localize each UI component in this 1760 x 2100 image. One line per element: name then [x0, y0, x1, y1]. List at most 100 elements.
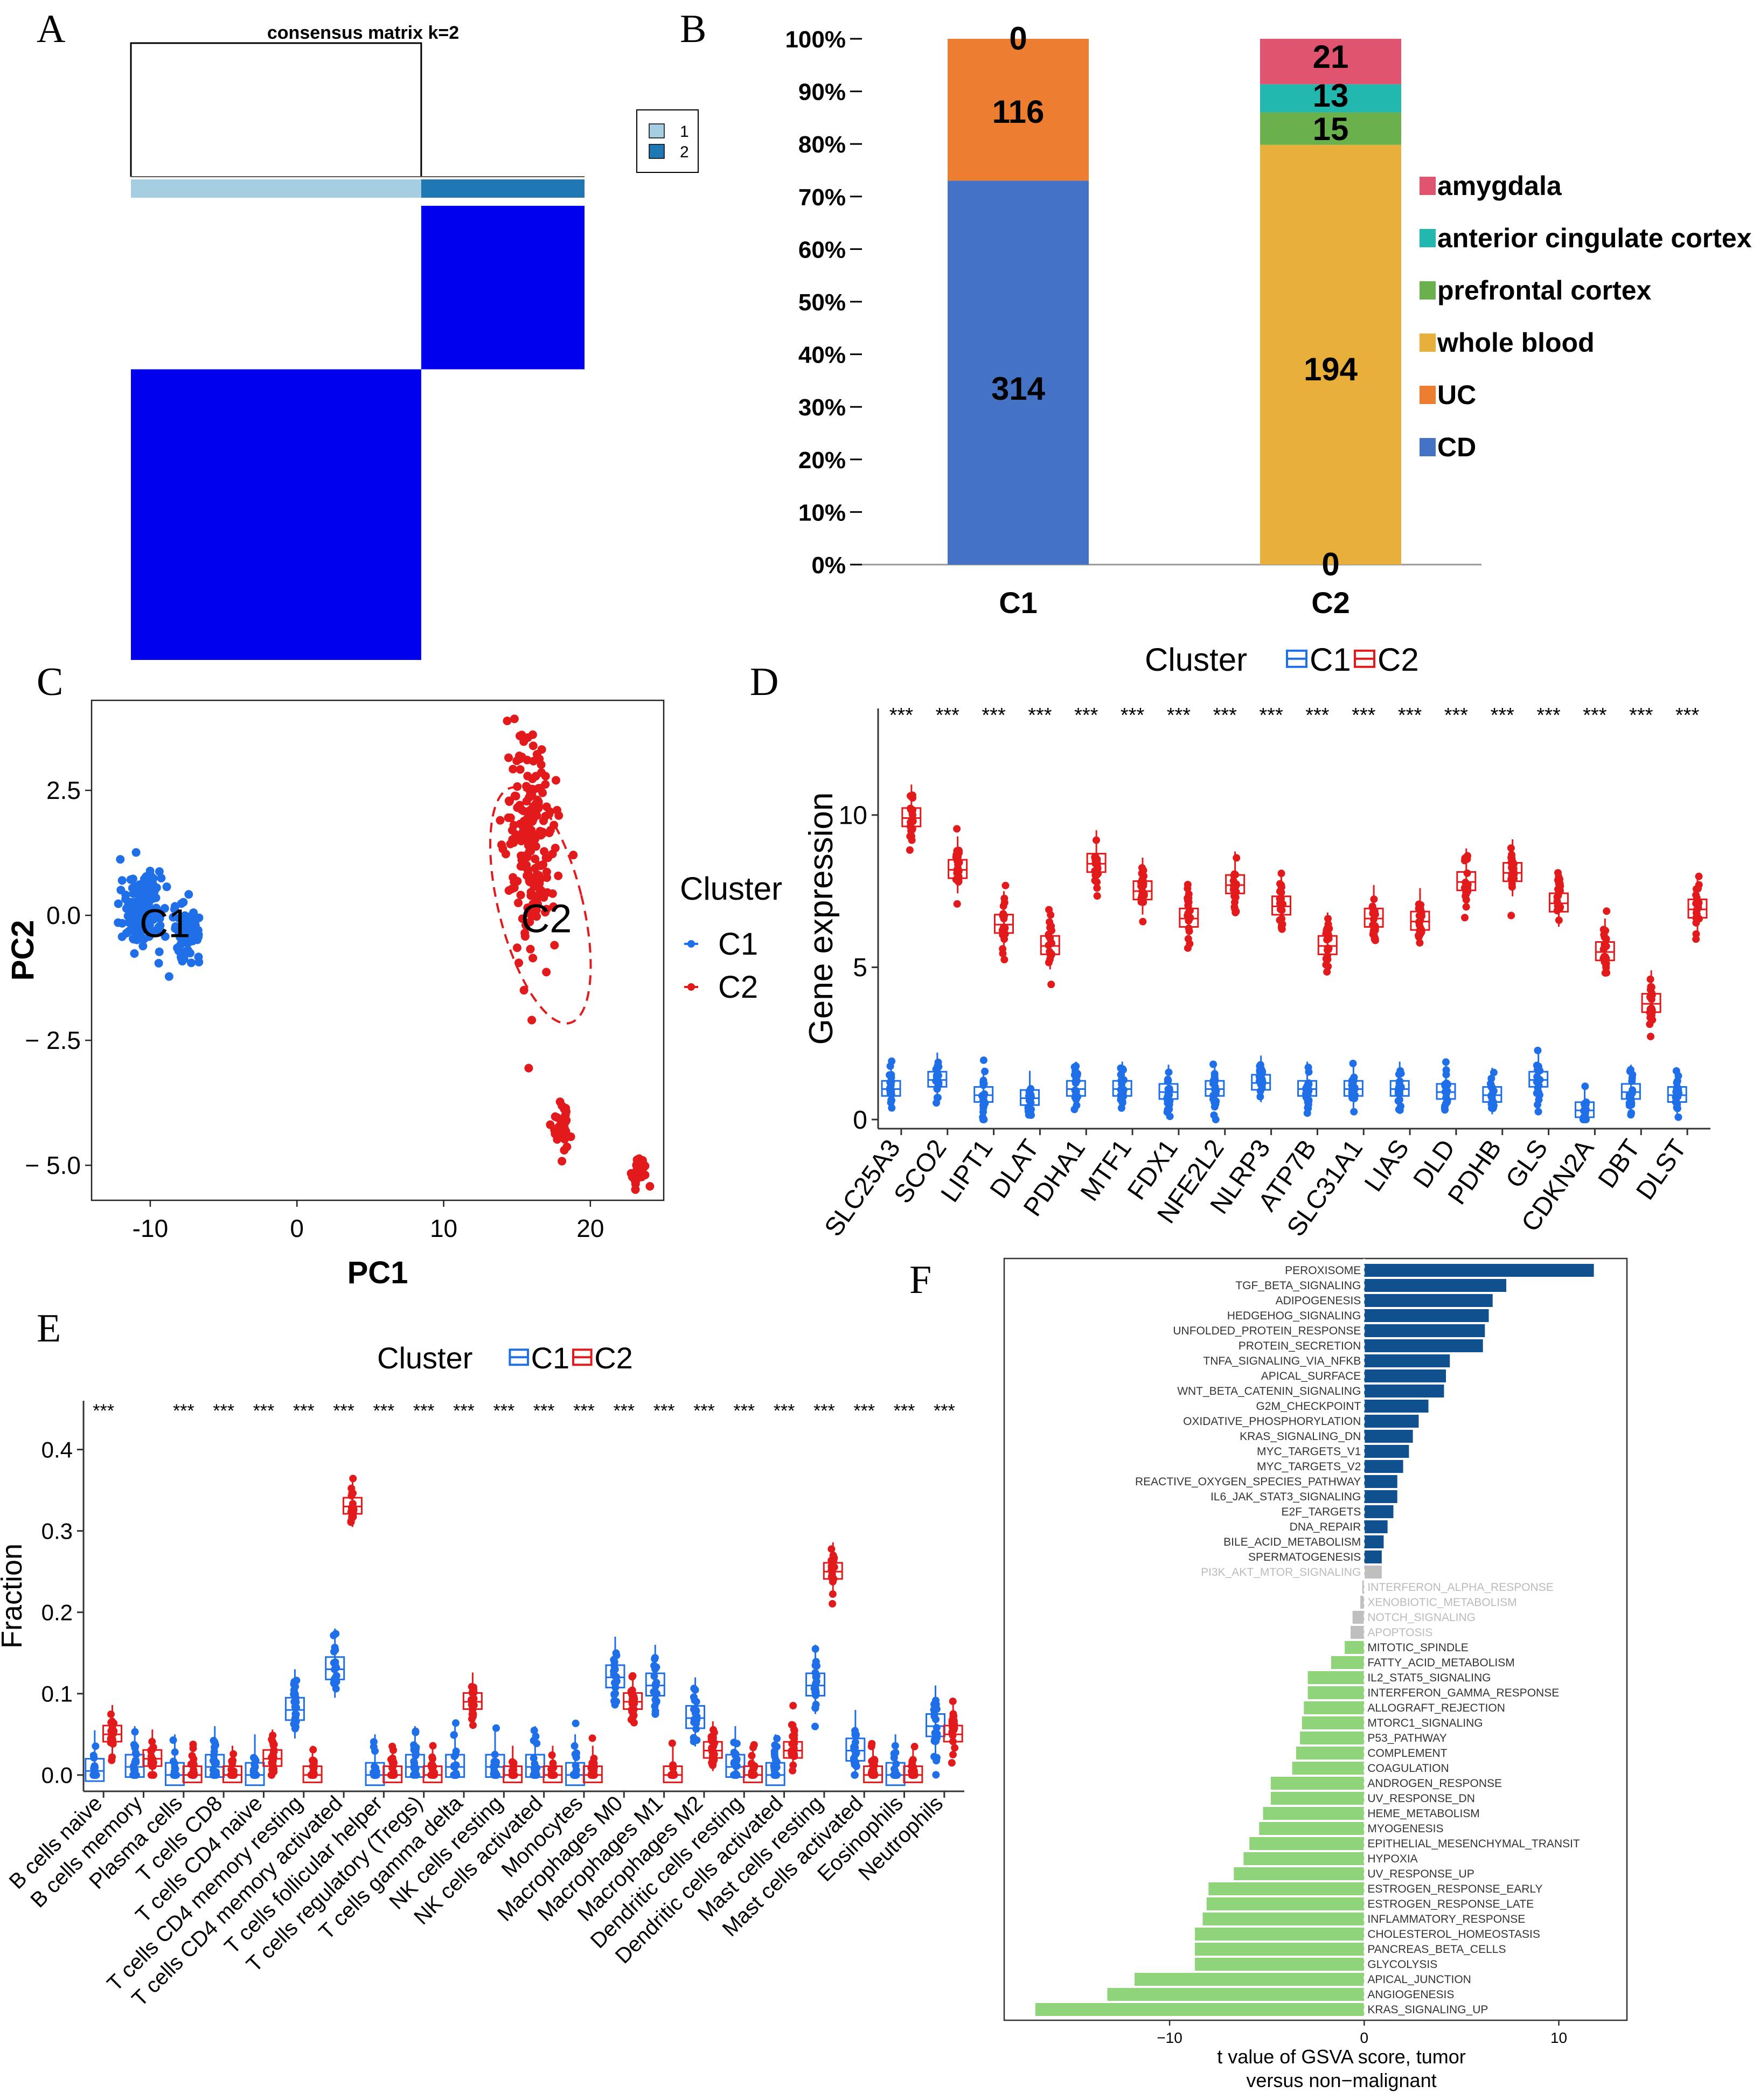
box-point-C1	[169, 1736, 177, 1744]
gsva-pathway-label: MYC_TARGETS_V1	[1257, 1445, 1361, 1458]
gsva-pathway-label: IL2_STAT5_SIGNALING	[1367, 1672, 1491, 1684]
gsva-bar	[1195, 1943, 1365, 1956]
legend-swatch-2	[649, 144, 665, 159]
legend-label-anterior-cingulate-cortex: anterior cingulate cortex	[1437, 223, 1752, 253]
stack-data-label: 314	[991, 371, 1046, 407]
y-tick-label: 2.5	[46, 776, 81, 804]
box-C1	[245, 1762, 265, 1786]
box-point-C2	[468, 1682, 476, 1691]
box-point-C2	[1507, 844, 1515, 852]
box-point-C1	[1212, 1116, 1220, 1124]
box-point-C2	[588, 1734, 596, 1742]
scatter-point-C2	[537, 768, 546, 777]
gsva-pathway-label: MITOTIC_SPINDLE	[1367, 1642, 1468, 1654]
gsva-bar	[1035, 2003, 1365, 2016]
scatter-point-C1	[114, 899, 123, 908]
box-C1	[284, 1696, 305, 1721]
y-tick-label: 0.1	[41, 1681, 73, 1706]
y-tick-label: 10	[839, 802, 867, 830]
scatter-point-C1	[156, 921, 165, 930]
box-point-C1	[1674, 1113, 1682, 1121]
box-point-C2	[1368, 903, 1376, 912]
legend-swatch-1	[649, 123, 665, 138]
scatter-point-C1	[140, 874, 149, 884]
box-point-C1	[1487, 1074, 1495, 1082]
scatter-point-C2	[548, 889, 557, 898]
gsva-bar	[1364, 1566, 1382, 1579]
box-point-C1	[773, 1735, 781, 1743]
gsva-pathway-label: PEROXISOME	[1285, 1264, 1361, 1277]
scatter-point-C2	[529, 756, 538, 766]
stack-segment-prefrontal-cortex-C2	[1260, 112, 1401, 145]
gsva-pathway-label: MTORC1_SIGNALING	[1367, 1717, 1483, 1729]
gsva-bar	[1296, 1747, 1365, 1760]
scatter-point-C1	[164, 972, 173, 981]
scatter-point-C2	[509, 764, 518, 774]
gsva-bar	[1364, 1324, 1485, 1337]
box-point-C1	[1442, 1058, 1450, 1066]
box-point-C2	[948, 1759, 956, 1767]
stack-data-label: 13	[1313, 78, 1349, 114]
scatter-point-C2	[569, 851, 578, 860]
scatter-point-C1	[155, 867, 164, 876]
scatter-point-C1	[181, 914, 190, 923]
box-C2	[1456, 871, 1477, 892]
gsva-pathway-label: INTERFERON_GAMMA_RESPONSE	[1367, 1687, 1559, 1699]
gsva-pathway-label: UV_RESPONSE_DN	[1367, 1792, 1475, 1805]
gsva-pathway-label: OXIDATIVE_PHOSPHORYLATION	[1183, 1415, 1361, 1428]
scatter-point-C1	[170, 905, 179, 914]
scatter-point-C2	[497, 840, 506, 850]
scatter-point-C2	[635, 1154, 644, 1163]
consensus-block-cluster-2	[421, 206, 585, 370]
scatter-point-C2	[517, 837, 526, 846]
gsva-pathway-label: APICAL_SURFACE	[1261, 1370, 1361, 1382]
scatter-point-C2	[560, 1123, 569, 1132]
scatter-point-C1	[178, 957, 187, 966]
gsva-pathway-label: PROTEIN_SECRETION	[1239, 1340, 1361, 1352]
scatter-point-C2	[550, 941, 559, 950]
box-point-C2	[1603, 907, 1611, 915]
scatter-point-C2	[542, 873, 552, 882]
scatter-point-C2	[535, 826, 545, 836]
box-point-C2	[1001, 881, 1010, 889]
scatter-point-C2	[560, 1104, 569, 1114]
gsva-bar	[1107, 1988, 1365, 2001]
stack-data-label: 116	[992, 94, 1045, 130]
box-point-C2	[108, 1756, 116, 1764]
legend-label-prefrontal-cortex: prefrontal cortex	[1437, 275, 1652, 305]
stack-data-label: 194	[1304, 351, 1358, 387]
scatter-point-C1	[116, 855, 125, 864]
gsva-pathway-label: PANCREAS_BETA_CELLS	[1367, 1943, 1506, 1956]
significance-label: ***	[1259, 704, 1283, 727]
scatter-point-C1	[162, 882, 171, 892]
gsva-bar	[1270, 1792, 1365, 1805]
scatter-point-C2	[510, 791, 519, 801]
y-tick-label: 0.0	[46, 901, 81, 929]
box-point-C2	[1045, 906, 1053, 914]
box-C2	[1179, 907, 1199, 928]
legend-label-C1: C1	[1310, 642, 1351, 678]
box-point-C1	[1534, 1101, 1542, 1109]
gsva-pathway-label: MYC_TARGETS_V2	[1257, 1461, 1361, 1473]
box-point-C1	[811, 1722, 819, 1730]
gsva-pathway-label: NOTCH_SIGNALING	[1367, 1611, 1476, 1624]
gsva-bar	[1307, 1686, 1365, 1699]
scatter-point-C2	[526, 944, 535, 954]
box-point-C1	[451, 1719, 460, 1727]
x-axis-title-line-2: versus non−malignant	[1246, 2069, 1436, 2091]
box-C2	[1410, 910, 1430, 931]
scatter-point-C1	[132, 935, 141, 944]
significance-label: ***	[1675, 704, 1700, 727]
box-point-C1	[770, 1764, 778, 1772]
stack-data-label: 15	[1313, 111, 1349, 147]
y-axis-title: Gene expression	[803, 792, 840, 1045]
scatter-point-C2	[534, 880, 544, 889]
box-point-C1	[933, 1754, 941, 1762]
scatter-point-C2	[516, 891, 525, 900]
gsva-pathway-label: INFLAMMATORY_RESPONSE	[1367, 1913, 1525, 1925]
box-point-C1	[981, 1099, 989, 1107]
legend-label-C2: C2	[594, 1341, 633, 1375]
dendrogram	[130, 42, 422, 177]
legend-label-amygdala: amygdala	[1437, 171, 1562, 201]
